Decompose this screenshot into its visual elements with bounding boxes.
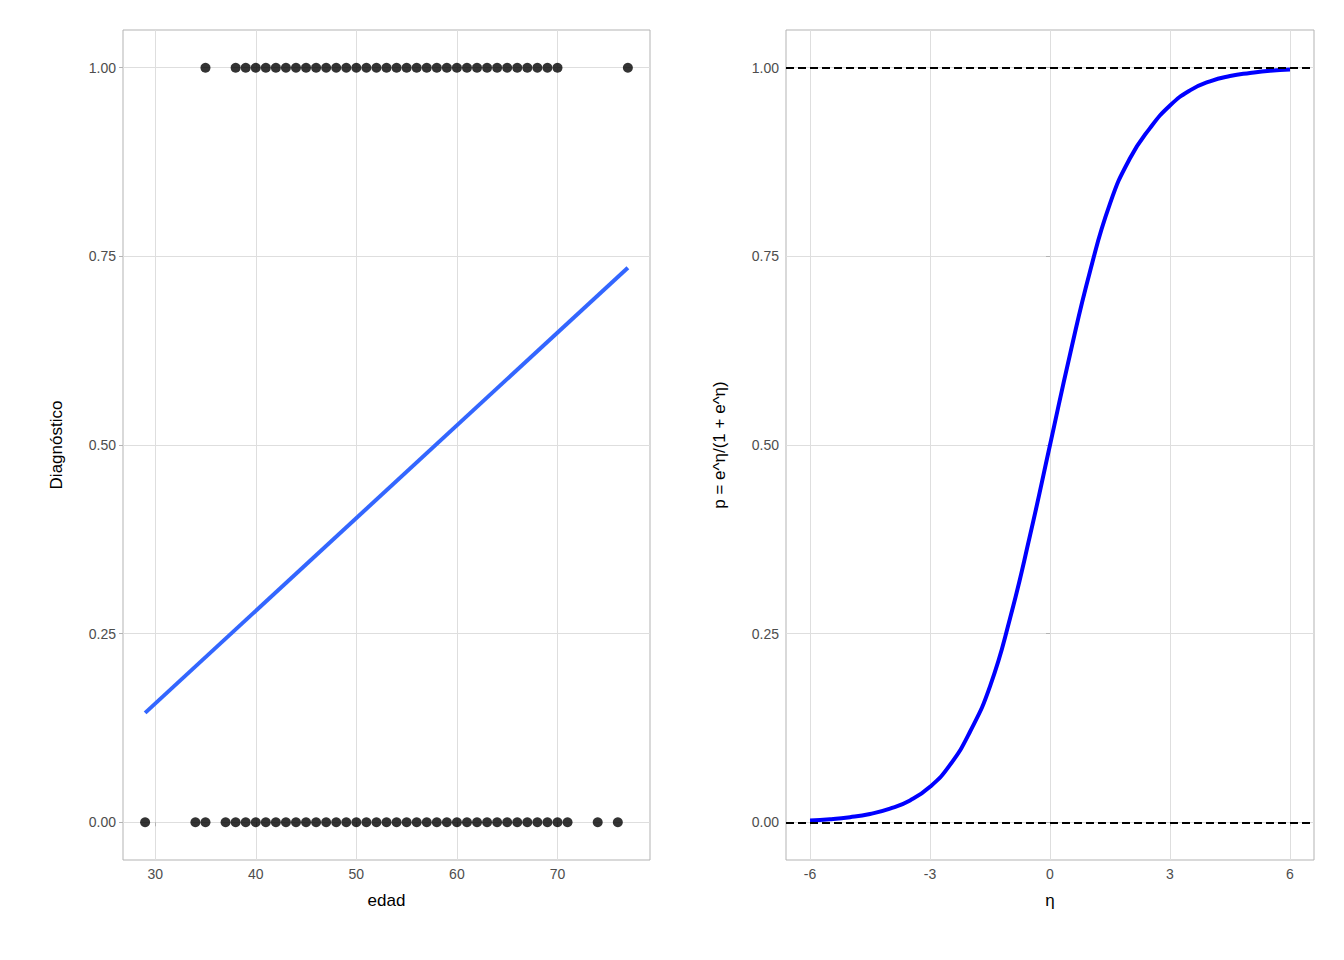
svg-text:-3: -3 [924, 866, 937, 882]
svg-text:edad: edad [368, 891, 406, 910]
svg-text:0.00: 0.00 [89, 814, 116, 830]
svg-text:70: 70 [550, 866, 566, 882]
svg-text:3: 3 [1166, 866, 1174, 882]
svg-text:0.75: 0.75 [752, 248, 779, 264]
svg-text:0.50: 0.50 [89, 437, 116, 453]
svg-text:0: 0 [1046, 866, 1054, 882]
svg-text:1.00: 1.00 [89, 60, 116, 76]
svg-text:0.25: 0.25 [752, 626, 779, 642]
svg-text:η: η [1045, 891, 1054, 910]
svg-text:40: 40 [248, 866, 264, 882]
svg-text:6: 6 [1286, 866, 1294, 882]
svg-text:0.00: 0.00 [752, 814, 779, 830]
svg-text:50: 50 [349, 866, 365, 882]
svg-text:0.50: 0.50 [752, 437, 779, 453]
svg-text:60: 60 [449, 866, 465, 882]
svg-text:30: 30 [147, 866, 163, 882]
svg-text:p = e^η/(1 + e^η): p = e^η/(1 + e^η) [710, 381, 729, 508]
svg-text:Diagnóstico: Diagnóstico [47, 401, 66, 490]
svg-text:1.00: 1.00 [752, 60, 779, 76]
svg-text:0.25: 0.25 [89, 626, 116, 642]
svg-text:0.75: 0.75 [89, 248, 116, 264]
svg-text:-6: -6 [804, 866, 817, 882]
